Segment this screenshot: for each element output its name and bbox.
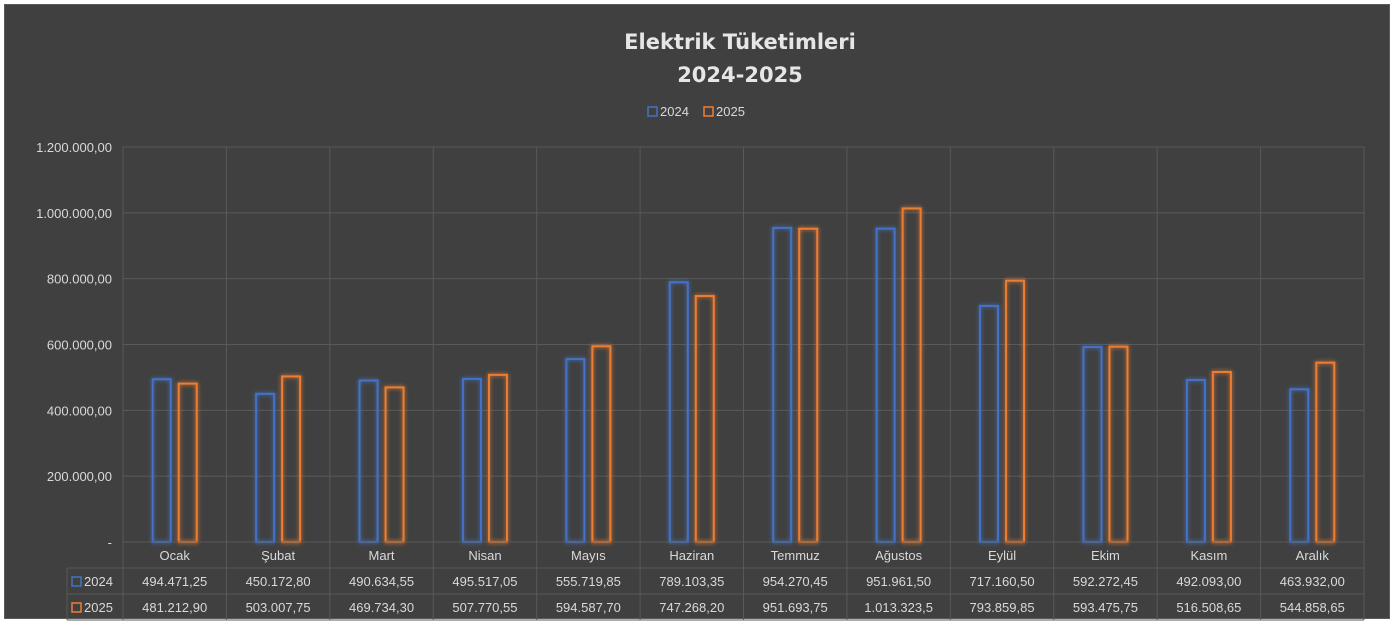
table-cell: 516.508,65 xyxy=(1176,600,1241,615)
table-series-label: 2024 xyxy=(84,574,113,589)
bar-2024-7 xyxy=(875,227,896,544)
table-cell: 494.471,25 xyxy=(142,574,207,589)
y-tick-label: 1.200.000,00 xyxy=(36,140,112,155)
table-cell: 544.858,65 xyxy=(1280,600,1345,615)
category-label: Mart xyxy=(369,548,395,563)
table-swatch-2024 xyxy=(71,576,82,587)
category-label: Eylül xyxy=(988,548,1016,563)
chart-frame xyxy=(4,4,1390,619)
bar-2024-5 xyxy=(668,281,689,543)
legend-swatch-2025 xyxy=(703,106,714,117)
table-cell: 503.007,75 xyxy=(246,600,311,615)
y-tick-label: - xyxy=(108,535,112,550)
table-cell: 463.932,00 xyxy=(1280,574,1345,589)
chart-title-line-1: Elektrik Tüketimleri xyxy=(624,30,856,54)
bar-2025-4 xyxy=(591,345,612,543)
table-cell: 594.587,70 xyxy=(556,600,621,615)
category-label: Şubat xyxy=(261,548,295,563)
bar-2024-8 xyxy=(979,304,1000,543)
category-label: Ekim xyxy=(1091,548,1120,563)
bar-2024-6 xyxy=(772,226,793,543)
table-cell: 1.013.323,5 xyxy=(864,600,933,615)
bar-2024-9 xyxy=(1082,346,1103,543)
table-cell: 593.475,75 xyxy=(1073,600,1138,615)
category-label: Nisan xyxy=(468,548,501,563)
bar-2025-8 xyxy=(1005,279,1026,543)
bar-2025-3 xyxy=(487,373,508,543)
bar-2024-11 xyxy=(1289,388,1310,544)
legend-label-2025: 2025 xyxy=(716,104,745,119)
table-cell: 789.103,35 xyxy=(659,574,724,589)
category-label: Kasım xyxy=(1190,548,1227,563)
table-cell: 481.212,90 xyxy=(142,600,207,615)
table-swatch-2025 xyxy=(71,602,82,613)
table-cell: 490.634,55 xyxy=(349,574,414,589)
bar-2025-1 xyxy=(281,375,302,543)
table-cell: 717.160,50 xyxy=(970,574,1035,589)
chart-title-line-2: 2024-2025 xyxy=(677,63,803,87)
table-series-label: 2025 xyxy=(84,600,113,615)
bar-2025-0 xyxy=(177,382,198,543)
y-tick-label: 1.000.000,00 xyxy=(36,206,112,221)
bar-2024-3 xyxy=(461,377,482,543)
bar-2024-4 xyxy=(565,358,586,544)
bar-2024-10 xyxy=(1185,379,1206,543)
data-table: Ocak Şubat Mart Nisan Mayıs Haziran Temmuz Ağus… xyxy=(66,541,1364,621)
legend: 2024 2025 xyxy=(647,104,745,119)
bar-2025-10 xyxy=(1211,370,1232,543)
table-cell: 951.693,75 xyxy=(763,600,828,615)
y-tick-label: 600.000,00 xyxy=(47,338,112,353)
y-tick-label: 800.000,00 xyxy=(47,272,112,287)
table-cell: 507.770,55 xyxy=(452,600,517,615)
category-label: Ocak xyxy=(160,548,191,563)
legend-label-2024: 2024 xyxy=(660,104,689,119)
y-axis: - 200.000,00 400.000,00 600.000,00 800.000,0… xyxy=(36,140,112,550)
bar-2024-2 xyxy=(358,379,379,543)
category-label: Haziran xyxy=(669,548,714,563)
table-cell: 492.093,00 xyxy=(1176,574,1241,589)
table-cell: 555.719,85 xyxy=(556,574,621,589)
table-cell: 469.734,30 xyxy=(349,600,414,615)
bar-2024-0 xyxy=(151,378,172,543)
y-tick-label: 400.000,00 xyxy=(47,403,112,418)
table-cell: 951.961,50 xyxy=(866,574,931,589)
table-cell: 592.272,45 xyxy=(1073,574,1138,589)
table-cell: 495.517,05 xyxy=(452,574,517,589)
bar-2025-6 xyxy=(798,227,819,544)
bar-2025-9 xyxy=(1108,345,1129,543)
table-cell: 747.268,20 xyxy=(659,600,724,615)
category-label: Ağustos xyxy=(875,548,922,563)
legend-swatch-2024 xyxy=(647,106,658,117)
table-cell: 450.172,80 xyxy=(246,574,311,589)
gridlines xyxy=(122,146,1365,620)
table-cell: 793.859,85 xyxy=(970,600,1035,615)
bar-2025-7 xyxy=(901,207,922,543)
y-tick-label: 200.000,00 xyxy=(47,469,112,484)
bar-2024-1 xyxy=(255,392,276,543)
bar-2025-5 xyxy=(694,295,715,544)
category-label: Temmuz xyxy=(771,548,820,563)
bar-2025-11 xyxy=(1315,361,1336,543)
table-cell: 954.270,45 xyxy=(763,574,828,589)
category-label: Mayıs xyxy=(571,548,606,563)
category-label: Aralık xyxy=(1296,548,1330,563)
